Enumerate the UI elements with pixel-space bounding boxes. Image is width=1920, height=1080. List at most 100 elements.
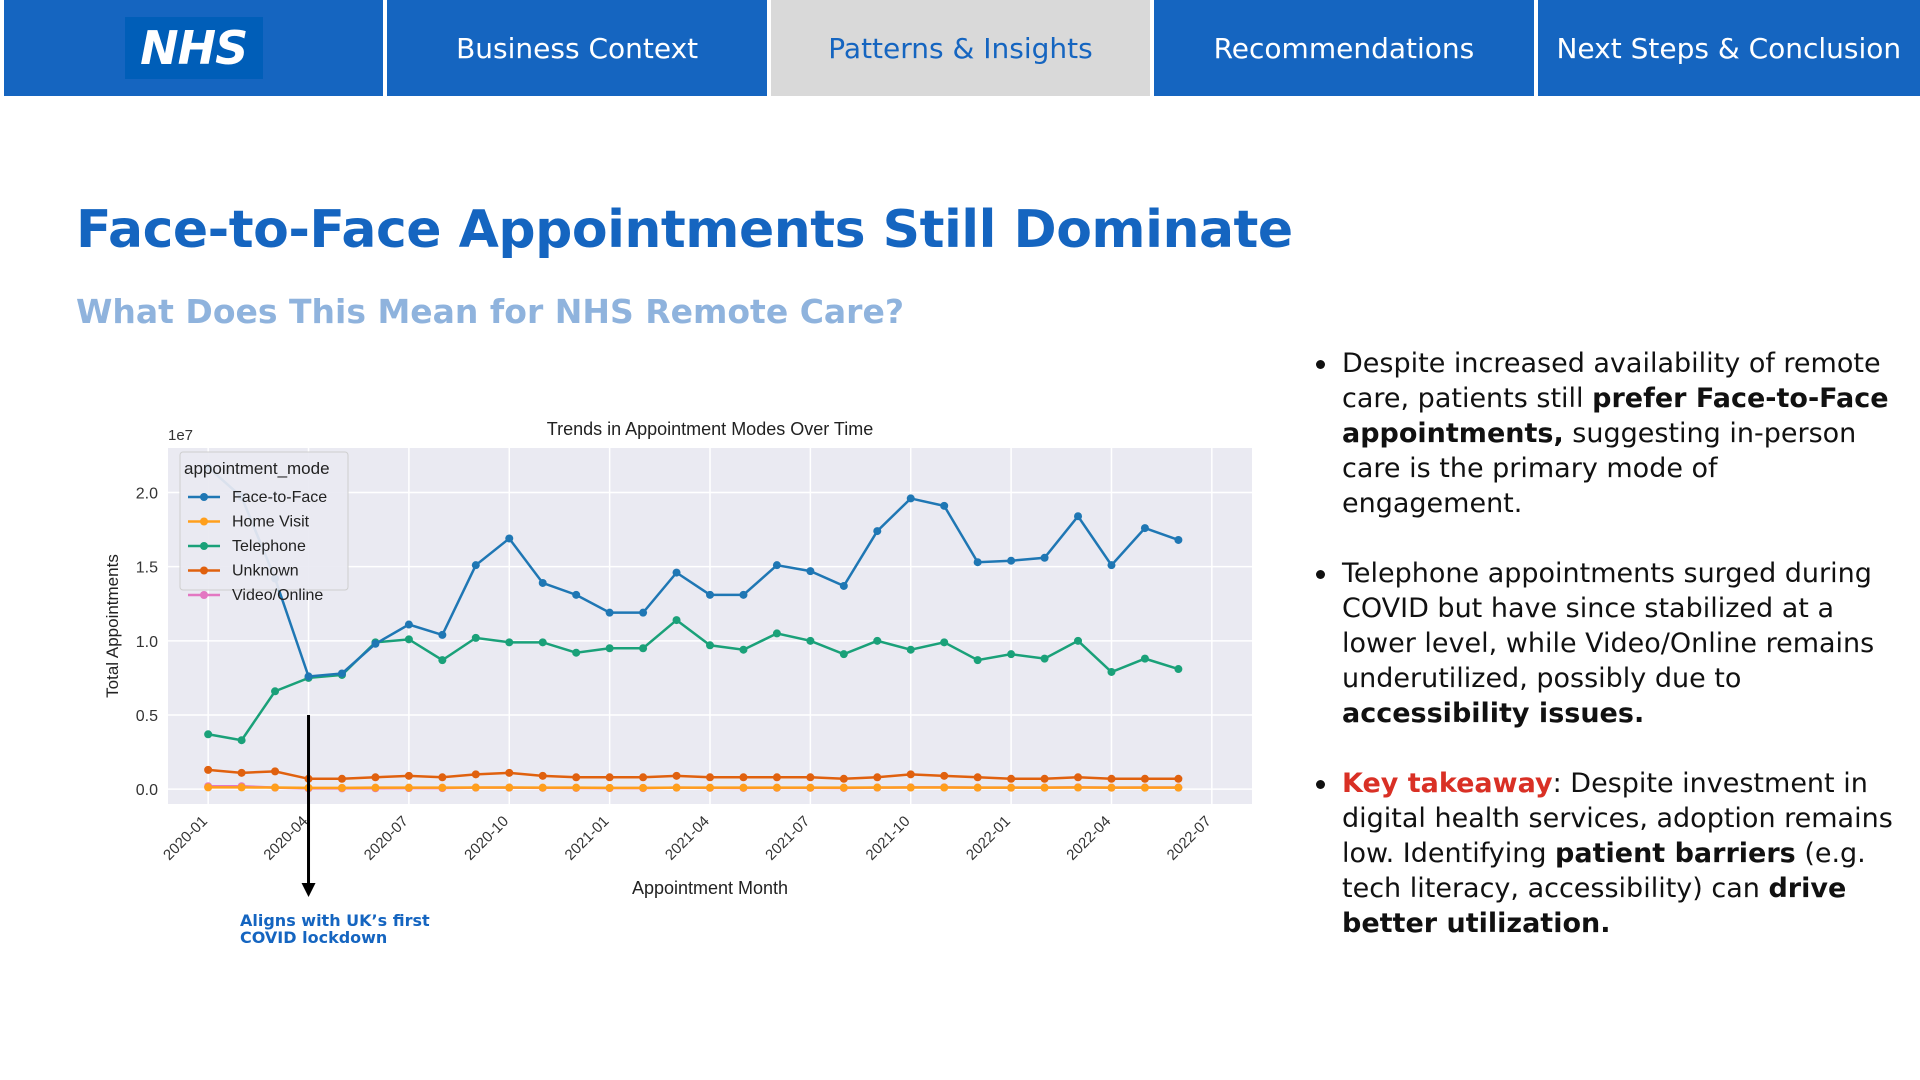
data-point — [538, 783, 547, 792]
data-point — [839, 774, 848, 783]
data-point — [672, 616, 681, 625]
tab-patterns-insights[interactable]: Patterns & Insights — [770, 0, 1151, 96]
data-point — [739, 773, 748, 782]
data-point — [672, 568, 681, 577]
x-tick-label: 2020-10 — [461, 813, 512, 864]
data-point — [438, 773, 447, 782]
data-point — [1140, 524, 1149, 533]
insight-text: : Despite investment in digital health s… — [1342, 768, 1893, 869]
y-tick-label: 0.5 — [136, 708, 158, 725]
data-point — [438, 630, 447, 639]
y-tick-label: 0.0 — [136, 782, 158, 799]
data-point — [639, 773, 648, 782]
data-point — [706, 641, 714, 650]
data-point — [1007, 556, 1016, 565]
data-point — [706, 783, 714, 792]
data-point — [706, 590, 714, 599]
y-offset-label: 1e7 — [168, 427, 193, 444]
y-axis-label: Total Appointments — [103, 554, 122, 698]
data-point — [806, 783, 815, 792]
data-point — [1174, 774, 1183, 783]
page-subtitle: What Does This Mean for NHS Remote Care? — [76, 292, 904, 331]
legend-label: Unknown — [232, 563, 299, 580]
data-point — [538, 638, 547, 647]
annotation-line-2: COVID lockdown — [240, 928, 388, 947]
x-tick-label: 2021-07 — [762, 813, 813, 864]
data-point — [772, 773, 781, 782]
data-point — [873, 636, 882, 645]
data-point — [505, 783, 514, 792]
insight-emphasis: prefer Face-to-Face appointments, — [1342, 383, 1889, 449]
data-point — [337, 783, 346, 792]
legend-swatch-marker — [200, 542, 208, 550]
data-point — [940, 638, 949, 647]
data-point — [973, 773, 982, 782]
data-point — [940, 771, 949, 780]
legend-swatch-marker — [200, 517, 208, 526]
data-point — [1040, 553, 1049, 562]
data-point — [505, 768, 514, 777]
data-point — [839, 783, 848, 792]
data-point — [538, 578, 547, 587]
insight-item: Key takeaway: Despite investment in digi… — [1316, 766, 1896, 941]
data-point — [237, 768, 246, 777]
annotation-arrow-head — [301, 883, 316, 897]
data-point — [639, 644, 648, 653]
data-point — [806, 773, 815, 782]
data-point — [873, 773, 882, 782]
data-point — [404, 635, 413, 644]
insight-text: (e.g. tech literacy, accessibility) can — [1342, 838, 1866, 904]
data-point — [1040, 654, 1049, 663]
data-point — [1107, 783, 1116, 792]
data-point — [1107, 561, 1116, 570]
data-point — [772, 561, 781, 570]
data-point — [371, 783, 380, 792]
data-point — [471, 633, 480, 642]
tab-recommendations[interactable]: Recommendations — [1154, 0, 1534, 96]
data-point — [1140, 774, 1149, 783]
tab-business-context[interactable]: Business Context — [387, 0, 767, 96]
insight-text: Despite increased availability of remote… — [1342, 348, 1881, 414]
data-point — [237, 736, 246, 745]
data-point — [404, 771, 413, 780]
insight-text: suggesting in-person care is the primary… — [1342, 418, 1857, 519]
data-point — [505, 534, 514, 543]
data-point — [204, 765, 213, 774]
page-title: Face-to-Face Appointments Still Dominate — [76, 200, 1293, 260]
insight-emphasis: drive better utilization. — [1342, 873, 1847, 939]
data-point — [572, 590, 581, 599]
data-point — [1074, 783, 1083, 792]
data-point — [739, 645, 748, 654]
data-point — [639, 783, 648, 792]
data-point — [1107, 774, 1116, 783]
x-tick-label: 2022-01 — [963, 813, 1014, 864]
data-point — [639, 608, 648, 617]
legend-box — [179, 451, 349, 591]
data-point — [940, 501, 949, 510]
data-point — [772, 629, 781, 638]
data-point — [906, 783, 915, 792]
data-point — [337, 774, 346, 783]
data-point — [739, 590, 748, 599]
insight-emphasis: accessibility issues. — [1342, 698, 1645, 729]
insight-item: Despite increased availability of remote… — [1316, 346, 1896, 521]
series-line-unknown — [208, 768, 1179, 781]
x-tick-label: 2021-10 — [863, 813, 914, 864]
data-point — [873, 783, 882, 792]
data-point — [1174, 665, 1183, 674]
annotation-line-1: Aligns with UK’s first — [240, 911, 430, 930]
tab-label: Business Context — [456, 31, 699, 65]
data-point — [806, 567, 815, 576]
data-point — [1174, 535, 1183, 544]
legend-label: Telephone — [232, 538, 306, 555]
data-point — [505, 638, 514, 647]
data-point — [371, 639, 380, 648]
data-point — [1040, 774, 1049, 783]
tab-next-steps-conclusion[interactable]: Next Steps & Conclusion — [1537, 0, 1920, 96]
appointment-modes-chart: 0.0 0.5 1.0 1.5 2.0 2020-01 2020-04 2020-07 2020… — [103, 419, 1252, 898]
data-point — [471, 561, 480, 570]
insight-text: Telephone appointments surged during COV… — [1342, 558, 1875, 694]
y-tick-label: 1.0 — [136, 634, 158, 651]
tab-label: Patterns & Insights — [828, 31, 1093, 65]
legend-swatch-marker — [200, 566, 208, 575]
